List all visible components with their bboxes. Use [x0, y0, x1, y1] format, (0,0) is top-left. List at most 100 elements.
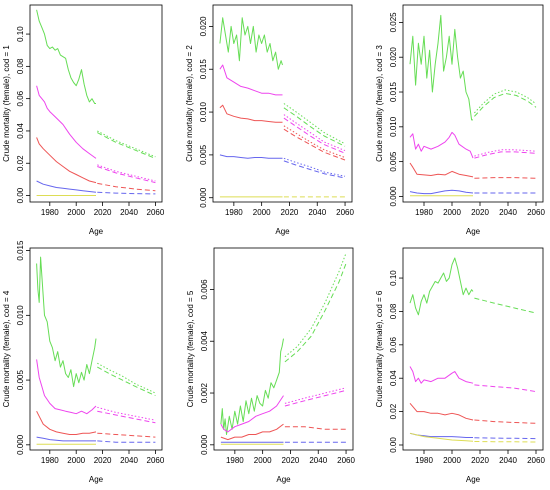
series-line-8 — [283, 117, 346, 154]
x-tick-label: 2020 — [471, 208, 489, 217]
series-line-1 — [409, 257, 474, 316]
y-axis-title: Crude mortality (female), cod = 4 — [2, 290, 11, 407]
series-line-7 — [97, 130, 156, 158]
y-tick-label: 0.020 — [199, 16, 208, 37]
series-line-3 — [36, 137, 97, 184]
series-line-3 — [220, 423, 284, 441]
series-line-9 — [283, 114, 346, 152]
y-tick-label: 0.02 — [389, 403, 398, 419]
series-line-1 — [36, 256, 97, 388]
y-tick-label: 0.005 — [16, 370, 25, 391]
x-axis-title: Age — [89, 227, 104, 236]
x-tick-label: 1980 — [225, 208, 243, 217]
series-line-6 — [283, 107, 346, 147]
series-line-2 — [36, 359, 97, 415]
y-tick-label: 0.000 — [16, 434, 25, 455]
y-tick-label: 0.015 — [16, 240, 25, 261]
x-tick-label: 2000 — [443, 456, 461, 465]
x-tick-label: 2060 — [337, 456, 355, 465]
x-tick-label: 2040 — [499, 456, 517, 465]
series-line-9 — [97, 164, 156, 182]
x-tick-label: 2020 — [94, 208, 112, 217]
series-line-4 — [36, 436, 96, 442]
y-tick-label: 0.08 — [16, 58, 25, 74]
plot-frame — [402, 247, 544, 451]
y-axis-title: Crude mortality (female), cod = 6 — [375, 290, 384, 407]
series-line-9 — [284, 387, 347, 404]
series-line-3 — [409, 162, 474, 178]
y-tick-label: 0.02 — [16, 155, 25, 171]
series-line-7 — [97, 362, 156, 394]
series-line-4 — [219, 154, 283, 159]
x-tick-label: 1980 — [415, 208, 433, 217]
y-tick-label: 0.08 — [389, 303, 398, 319]
x-tick-label: 2000 — [67, 456, 85, 465]
series-line-8 — [97, 410, 156, 424]
series-line-10 — [97, 432, 156, 438]
y-tick-label: 0.04 — [389, 370, 398, 386]
series-line-13 — [283, 157, 346, 177]
series-line-2 — [36, 85, 97, 159]
panel-6: 1980 2000 2020 2040 2060 0.00 0.02 0.04 0.06 0.08… — [375, 247, 545, 484]
series-line-4 — [36, 180, 97, 193]
x-tick-label: 2040 — [309, 456, 327, 465]
y-tick-label: 0.002 — [200, 382, 209, 403]
panel-1: 1980 2000 2020 2040 2060 0.00 0.02 0.04 0.06 0.08… — [2, 4, 165, 236]
series-line-6 — [474, 297, 537, 314]
y-tick-label: 0.004 — [200, 331, 209, 352]
series-line-11 — [283, 125, 346, 158]
y-axis-title: Crude mortality (female), cod = 1 — [2, 45, 11, 162]
x-tick-label: 2000 — [253, 208, 271, 217]
x-tick-label: 2060 — [527, 208, 545, 217]
series-line-3 — [219, 104, 283, 123]
panel-5: 1980 2000 2020 2040 2060 0.000 0.002 0.004 0.006… — [186, 247, 355, 484]
x-tick-label: 2020 — [94, 456, 112, 465]
series-line-6 — [284, 263, 347, 363]
plot-frame — [212, 4, 353, 203]
plot-frame — [402, 4, 544, 203]
x-axis-title: Age — [276, 475, 291, 484]
series-line-6 — [97, 132, 156, 159]
series-line-3 — [36, 410, 97, 435]
series-line-4 — [409, 189, 474, 195]
y-tick-label: 0.010 — [389, 116, 398, 137]
x-tick-label: 2020 — [282, 456, 300, 465]
series-line-12 — [283, 160, 346, 179]
series-line-6 — [97, 366, 156, 397]
series-line-11 — [97, 440, 156, 443]
series-line-10 — [283, 128, 346, 161]
y-tick-label: 0.015 — [199, 59, 208, 80]
series-line-1 — [36, 9, 96, 104]
y-axis-title: Crude mortality (female), cod = 3 — [375, 45, 384, 162]
series-line-8 — [474, 151, 537, 159]
x-tick-label: 2060 — [336, 208, 354, 217]
series-line-2 — [219, 64, 283, 96]
x-tick-label: 2000 — [443, 208, 461, 217]
y-tick-label: 0.025 — [389, 12, 398, 33]
y-tick-label: 0.00 — [16, 187, 25, 203]
series-line-9 — [474, 437, 537, 440]
x-tick-label: 1980 — [415, 456, 433, 465]
x-tick-label: 2060 — [147, 208, 165, 217]
series-line-7 — [474, 384, 537, 393]
y-tick-label: 0.000 — [199, 187, 208, 208]
x-tick-label: 1980 — [41, 208, 59, 217]
series-line-7 — [474, 89, 537, 114]
series-line-8 — [474, 419, 537, 424]
x-axis-title: Age — [89, 475, 104, 484]
y-tick-label: 0.005 — [389, 151, 398, 172]
x-tick-label: 2000 — [67, 208, 85, 217]
x-tick-label: 2000 — [254, 456, 272, 465]
series-line-7 — [284, 253, 347, 358]
x-tick-label: 2040 — [120, 456, 138, 465]
x-axis-title: Age — [466, 227, 481, 236]
series-line-10 — [474, 441, 537, 443]
y-tick-label: 0.005 — [199, 144, 208, 165]
series-line-1 — [219, 17, 283, 70]
y-tick-label: 0.06 — [16, 90, 25, 106]
series-line-2 — [409, 366, 474, 384]
series-line-2 — [220, 395, 284, 433]
x-tick-label: 1980 — [226, 456, 244, 465]
series-line-9 — [97, 406, 156, 421]
